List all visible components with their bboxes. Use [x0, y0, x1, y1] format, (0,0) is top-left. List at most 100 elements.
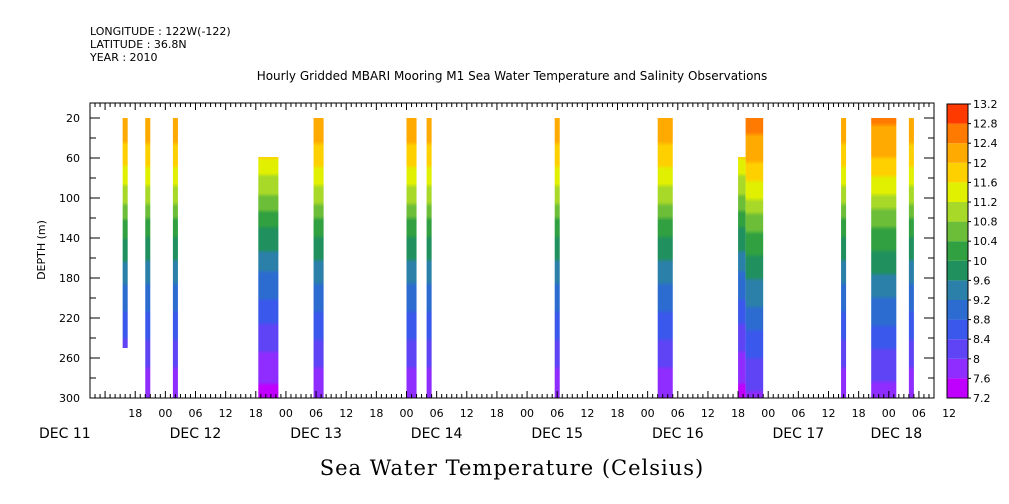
colorbar-box — [947, 378, 968, 398]
x-tick-label: 18 — [852, 407, 866, 420]
colorbar-box — [947, 358, 968, 379]
colorbar-box — [947, 202, 968, 222]
x-day-label: DEC 12 — [170, 426, 222, 442]
colorbar-border — [946, 103, 969, 399]
x-tick-label: 00 — [520, 407, 534, 420]
colorbar-box — [947, 123, 968, 144]
colorbar-box — [947, 319, 968, 340]
data-segment — [745, 118, 764, 398]
x-day-label: DEC 17 — [773, 426, 825, 442]
x-tick-label: 06 — [430, 407, 444, 420]
data-segment — [145, 118, 151, 398]
x-tick-label: 18 — [369, 407, 383, 420]
x-tick-label: 00 — [400, 407, 414, 420]
x-day-label: DEC 11 — [39, 426, 91, 442]
colorbar-label: 10 — [973, 255, 987, 268]
longitude-label: LONGITUDE : 122W(-122) — [90, 25, 231, 38]
x-tick-label: 06 — [309, 407, 323, 420]
y-tick-label: 140 — [59, 232, 80, 245]
colorbar-label: 12.4 — [973, 137, 998, 150]
data-segments — [122, 118, 914, 398]
x-axis-label: Sea Water Temperature (Celsius) — [320, 456, 705, 480]
colorbar: 7.2 7.6 8 8.4 8.8 9.2 9.6 10 10.4 10.8 11.2 11.6 12 1… — [946, 98, 998, 405]
x-tick-label: 18 — [611, 407, 625, 420]
colorbar-box — [947, 339, 968, 359]
x-tick-label: 06 — [912, 407, 926, 420]
x-tick-label: 06 — [189, 407, 203, 420]
y-tick-label: 60 — [66, 152, 80, 165]
x-tick-label: 06 — [671, 407, 685, 420]
y-tick-label: 220 — [59, 312, 80, 325]
x-tick-label: 00 — [641, 407, 655, 420]
x-tick-label: 00 — [279, 407, 293, 420]
x-tick-label: 12 — [822, 407, 836, 420]
colorbar-label: 11.6 — [973, 176, 998, 189]
colorbar-box — [947, 300, 968, 320]
y-tick-label: 100 — [59, 192, 80, 205]
colorbar-box — [947, 221, 968, 242]
chart-title: Hourly Gridded MBARI Mooring M1 Sea Wate… — [257, 69, 768, 83]
y-tick-label: 260 — [59, 352, 80, 365]
data-segment — [172, 118, 178, 398]
y-tick-label: 180 — [59, 272, 80, 285]
y-axis-label: DEPTH (m) — [35, 220, 48, 280]
x-tick-label: 12 — [460, 407, 474, 420]
data-segment — [657, 118, 673, 398]
data-segment — [554, 118, 560, 398]
x-axis: 18 00 06 12 18 00 06 12 18 00 06 12 18 00 06 12 18 00 06 12… — [39, 103, 956, 442]
x-tick-label: 06 — [791, 407, 805, 420]
year-label: YEAR : 2010 — [89, 51, 158, 64]
y-tick-label: 20 — [66, 112, 80, 125]
data-segment — [406, 118, 417, 398]
colorbar-label: 10.4 — [973, 235, 998, 248]
x-tick-label: 12 — [942, 407, 956, 420]
colorbar-box — [947, 182, 968, 202]
colorbar-box — [947, 241, 968, 261]
colorbar-box — [947, 104, 968, 124]
colorbar-box — [947, 143, 968, 163]
colorbar-label: 7.2 — [973, 392, 991, 405]
x-tick-label: 00 — [761, 407, 775, 420]
latitude-label: LATITUDE : 36.8N — [90, 38, 187, 51]
colorbar-label: 9.2 — [973, 294, 991, 307]
data-segment — [738, 157, 746, 398]
x-tick-label: 00 — [882, 407, 896, 420]
plot-border — [89, 102, 935, 399]
x-day-label: DEC 14 — [411, 426, 463, 442]
colorbar-label: 8 — [973, 353, 980, 366]
colorbar-label: 11.2 — [973, 196, 998, 209]
data-segment — [313, 118, 324, 398]
data-segment — [871, 118, 897, 398]
colorbar-box — [947, 280, 968, 300]
colorbar-label: 8.4 — [973, 333, 991, 346]
colorbar-box — [947, 260, 968, 281]
data-segment — [841, 118, 847, 398]
x-day-label: DEC 15 — [531, 426, 583, 442]
data-segment — [908, 118, 914, 398]
plot-frame — [89, 102, 935, 399]
x-day-label: DEC 18 — [870, 426, 922, 442]
x-tick-label: 12 — [219, 407, 233, 420]
data-segment — [122, 118, 128, 348]
x-tick-label: 06 — [550, 407, 564, 420]
x-tick-label: 12 — [339, 407, 353, 420]
data-segment — [258, 157, 279, 398]
y-axis: 20 60 100 140 180 220 260 300 — [59, 112, 934, 405]
x-day-label: DEC 13 — [290, 426, 342, 442]
colorbar-label: 13.2 — [973, 98, 998, 111]
x-day-label: DEC 16 — [652, 426, 704, 442]
data-segment — [426, 118, 432, 398]
x-tick-label: 00 — [158, 407, 172, 420]
colorbar-label: 10.8 — [973, 216, 998, 229]
x-tick-label: 18 — [731, 407, 745, 420]
x-tick-label: 12 — [580, 407, 594, 420]
colorbar-box — [947, 162, 968, 183]
colorbar-label: 7.6 — [973, 372, 991, 385]
colorbar-label: 8.8 — [973, 314, 991, 327]
y-tick-label: 300 — [59, 392, 80, 405]
x-tick-label: 12 — [701, 407, 715, 420]
x-tick-label: 18 — [128, 407, 142, 420]
colorbar-label: 12 — [973, 157, 987, 170]
colorbar-label: 9.6 — [973, 274, 991, 287]
